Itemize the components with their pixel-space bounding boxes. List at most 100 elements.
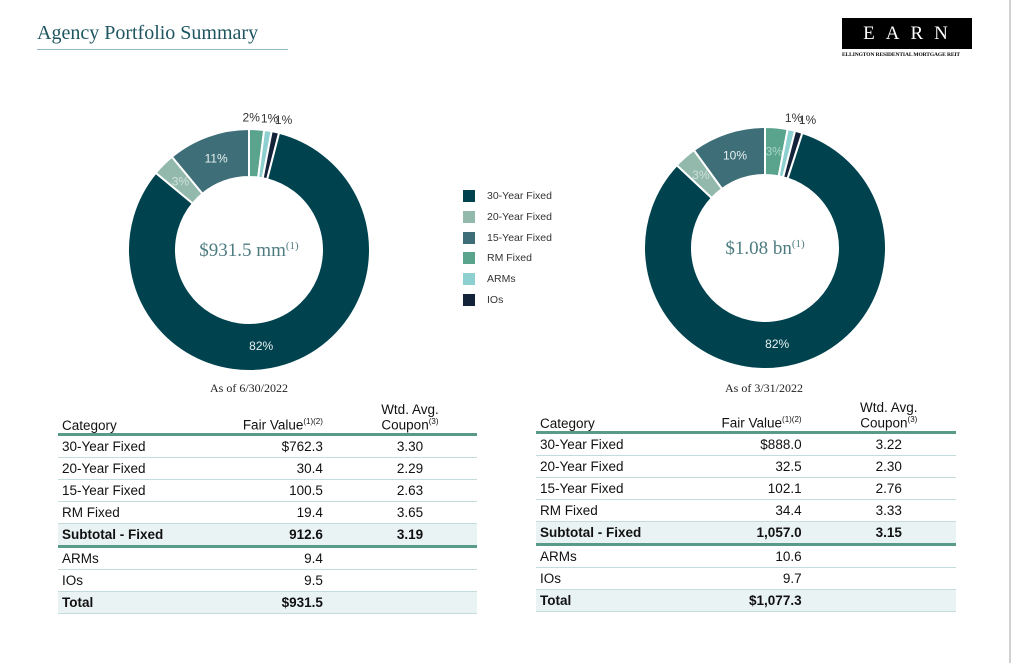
cell-category: IOs bbox=[540, 570, 562, 586]
fair-value-label: Fair Value bbox=[242, 417, 304, 433]
slice-label: 10% bbox=[723, 149, 747, 163]
cell-category: 20-Year Fixed bbox=[62, 460, 146, 476]
earn-logo: EARN ELLINGTON RESIDENTIAL MORTGAGE REIT bbox=[842, 18, 972, 58]
col-fair-value: Fair Value(1)(2) bbox=[696, 400, 822, 432]
legend-item: 20-Year Fixed bbox=[463, 207, 552, 228]
cell-fair-value: 102.1 bbox=[767, 480, 802, 496]
footnote: (3) bbox=[428, 417, 439, 426]
donut-chart-mar-2022: 3% 1%1% 82% 3% 10% $1.08 bn(1) bbox=[643, 111, 887, 370]
footnote: (1)(2) bbox=[782, 415, 802, 424]
cell-fair-value: 9.4 bbox=[304, 550, 323, 566]
footnote: (1)(2) bbox=[303, 417, 323, 426]
legend-item: RM Fixed bbox=[463, 248, 552, 269]
slice-label: 3% bbox=[692, 168, 710, 182]
table-row: 30-Year Fixed $888.0 3.22 bbox=[536, 432, 956, 455]
legend-label: 15-Year Fixed bbox=[487, 231, 552, 244]
title-underline bbox=[37, 49, 288, 50]
cell-fair-value: 912.6 bbox=[217, 523, 343, 546]
center-value: $931.5 mm bbox=[199, 240, 286, 261]
legend-item: ARMs bbox=[463, 269, 552, 290]
slice-label: 82% bbox=[765, 337, 789, 351]
cell-category: Subtotal - Fixed bbox=[58, 523, 218, 546]
fair-value-label: Fair Value bbox=[721, 415, 783, 431]
cell-fair-value: 9.7 bbox=[782, 570, 802, 586]
legend-swatch bbox=[463, 252, 475, 265]
slice-label: 82% bbox=[249, 339, 273, 353]
table-row: 20-Year Fixed 30.4 2.29 bbox=[58, 457, 477, 479]
cell-fair-value: $931.5 bbox=[217, 591, 343, 613]
col-coupon: Wtd. Avg. Coupon(3) bbox=[822, 400, 956, 432]
table-row: 15-Year Fixed 100.5 2.63 bbox=[58, 479, 477, 501]
cell-fair-value: $762.3 bbox=[281, 438, 323, 454]
cell-fair-value: 10.6 bbox=[775, 548, 802, 564]
cell-category: 30-Year Fixed bbox=[540, 436, 624, 452]
cell-coupon bbox=[822, 544, 956, 567]
table-row: ARMs 10.6 bbox=[536, 544, 956, 567]
cell-fair-value: 30.4 bbox=[296, 460, 323, 476]
cell-coupon: 3.19 bbox=[342, 523, 477, 546]
footnote: (3) bbox=[907, 415, 918, 424]
cell-fair-value: 32.5 bbox=[775, 458, 802, 474]
page-border bbox=[1009, 0, 1011, 663]
center-value: $1.08 bn bbox=[725, 238, 792, 259]
cell-fair-value: 9.5 bbox=[304, 572, 323, 588]
cell-coupon bbox=[821, 589, 956, 611]
cell-fair-value: 19.4 bbox=[296, 504, 323, 520]
legend-swatch bbox=[463, 273, 475, 286]
legend-swatch bbox=[463, 231, 475, 244]
table-row: 30-Year Fixed $762.3 3.30 bbox=[58, 434, 477, 457]
table-header: Category Fair Value(1)(2) Wtd. Avg. Coupo… bbox=[536, 400, 956, 432]
cell-category: 15-Year Fixed bbox=[540, 480, 624, 496]
donut-slice-15-year-fixed bbox=[692, 125, 766, 191]
slice-label: 11% bbox=[205, 152, 228, 166]
table-row: 20-Year Fixed 32.5 2.30 bbox=[536, 455, 956, 477]
slice-label: 1% bbox=[799, 113, 817, 127]
legend-swatch bbox=[463, 190, 475, 203]
center-footnote: (1) bbox=[792, 238, 805, 250]
cell-category: Subtotal - Fixed bbox=[536, 521, 696, 544]
cell-category: Total bbox=[58, 591, 218, 613]
cell-category: 20-Year Fixed bbox=[540, 458, 624, 474]
donut-slice-15-year-fixed bbox=[170, 127, 250, 196]
cell-category: 30-Year Fixed bbox=[62, 438, 146, 454]
logo-subtitle: ELLINGTON RESIDENTIAL MORTGAGE REIT bbox=[842, 52, 960, 58]
cell-category: RM Fixed bbox=[540, 502, 598, 518]
cell-category: IOs bbox=[62, 572, 84, 588]
cell-coupon bbox=[343, 569, 477, 591]
donut-center-total: $931.5 mm(1) bbox=[199, 240, 299, 261]
slice-label: 2% bbox=[243, 110, 261, 124]
col-coupon: Wtd. Avg. Coupon(3) bbox=[343, 402, 477, 434]
table-row: Subtotal - Fixed 912.6 3.19 bbox=[58, 523, 477, 546]
legend-item: 15-Year Fixed bbox=[463, 227, 552, 248]
portfolio-table-mar-2022: Category Fair Value(1)(2) Wtd. Avg. Coupo… bbox=[536, 400, 956, 612]
coupon-label-1: Wtd. Avg. bbox=[381, 402, 439, 417]
cell-fair-value: 100.5 bbox=[289, 482, 323, 498]
slice-label: 3% bbox=[172, 174, 190, 188]
col-fair-value: Fair Value(1)(2) bbox=[217, 402, 343, 434]
donut-chart-jun-2022: 2% 1%1%82%3%11%$931.5 mm(1) bbox=[127, 110, 371, 372]
table-row: 15-Year Fixed 102.1 2.76 bbox=[536, 477, 956, 499]
table-header: Category Fair Value(1)(2) Wtd. Avg. Coupo… bbox=[58, 402, 477, 434]
table-row: Total $931.5 bbox=[58, 591, 477, 613]
cell-coupon: 2.63 bbox=[396, 482, 424, 498]
table-row: ARMs 9.4 bbox=[58, 546, 477, 569]
cell-coupon bbox=[342, 591, 477, 613]
col-category: Category bbox=[62, 417, 117, 433]
cell-coupon bbox=[822, 567, 956, 589]
table-row: Subtotal - Fixed 1,057.0 3.15 bbox=[536, 521, 956, 544]
chart-legend: 30-Year Fixed 20-Year Fixed 15-Year Fixed R… bbox=[463, 186, 552, 310]
cell-coupon: 3.33 bbox=[875, 502, 902, 518]
cell-fair-value: $1,077.3 bbox=[695, 589, 822, 611]
logo-mark: EARN bbox=[842, 18, 972, 49]
cell-coupon: 3.15 bbox=[821, 521, 956, 544]
cell-coupon: 2.30 bbox=[875, 458, 902, 474]
legend-label: ARMs bbox=[487, 273, 516, 286]
table-row: IOs 9.5 bbox=[58, 569, 477, 591]
slice-label: 1% bbox=[785, 111, 803, 125]
chart-caption: As of 6/30/2022 bbox=[210, 381, 288, 395]
table-row: RM Fixed 34.4 3.33 bbox=[536, 499, 956, 521]
col-category: Category bbox=[540, 415, 595, 431]
cell-coupon: 2.76 bbox=[875, 480, 902, 496]
coupon-label-2: Coupon bbox=[860, 415, 908, 431]
